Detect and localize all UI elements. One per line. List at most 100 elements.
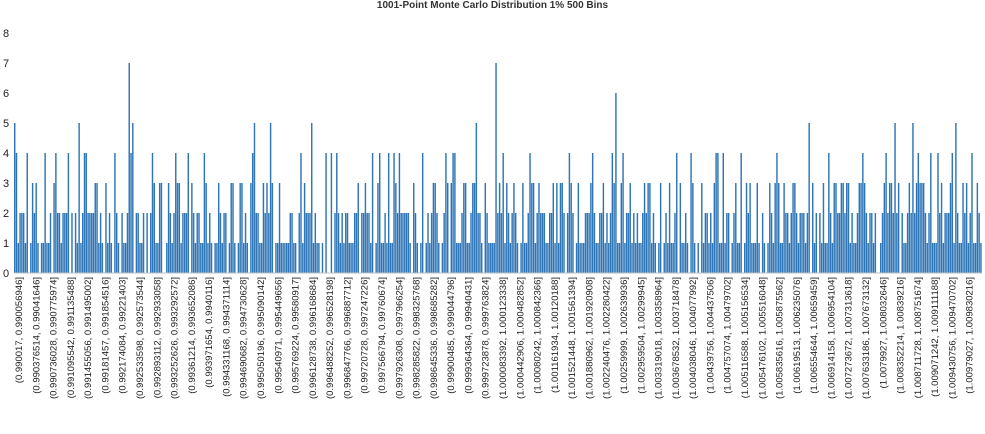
bar xyxy=(447,183,449,273)
bar xyxy=(790,213,792,273)
bar xyxy=(507,213,510,273)
bar xyxy=(380,243,383,273)
x-tick-label: (1.007633186, 1.007673132] xyxy=(861,277,872,399)
bar xyxy=(608,243,610,273)
x-tick-label: (1.005835616, 1.005875562] xyxy=(775,277,786,399)
bar xyxy=(763,243,766,273)
bar xyxy=(711,243,714,273)
x-tick-label: (1.008711728, 1.008751674] xyxy=(913,277,924,398)
bar xyxy=(194,243,197,273)
bar xyxy=(541,213,544,273)
bar xyxy=(243,243,245,273)
bar xyxy=(196,213,198,273)
bar xyxy=(49,213,52,273)
x-tick-label: (0.991455056, 0.991495002] xyxy=(83,277,94,399)
bar xyxy=(937,153,939,273)
bar xyxy=(831,243,834,273)
x-tick-label: (0.99540971, 0.995449656] xyxy=(273,277,284,394)
x-tick-label: (0.995769224, 0.99580917] xyxy=(291,277,302,394)
bar xyxy=(228,243,231,273)
bar xyxy=(863,183,866,273)
x-tick-label: (0.995050196, 0.995090142] xyxy=(256,277,267,399)
bar xyxy=(291,213,293,273)
bar xyxy=(67,153,70,273)
bar xyxy=(205,183,207,273)
x-tick-label: (0.992174084, 0.99221403] xyxy=(118,277,129,394)
bar xyxy=(336,153,338,273)
chart-title: 1001-Point Monte Carlo Distribution 1% 5… xyxy=(376,0,609,11)
x-tick-label: (1.00259999, 1.002639936] xyxy=(619,277,630,394)
bar xyxy=(108,213,111,273)
bar xyxy=(309,213,311,273)
bar xyxy=(625,213,628,273)
bar xyxy=(425,243,427,273)
x-tick-label: (0.99900485, 0.999044796] xyxy=(446,277,457,394)
bar xyxy=(389,243,392,273)
bar xyxy=(128,63,130,273)
bar xyxy=(869,213,871,273)
bar xyxy=(255,213,257,273)
bar xyxy=(398,153,401,273)
bar xyxy=(829,213,832,273)
bar xyxy=(30,243,32,273)
bar xyxy=(804,243,807,273)
bar xyxy=(146,213,148,273)
bar xyxy=(584,213,587,273)
bar xyxy=(740,153,742,273)
bar xyxy=(515,213,517,273)
bar xyxy=(316,243,318,273)
bar xyxy=(339,243,342,273)
bar xyxy=(153,183,155,273)
bar xyxy=(441,243,444,273)
bar xyxy=(658,243,660,273)
bar xyxy=(375,243,377,273)
bar xyxy=(234,243,236,273)
bar xyxy=(511,213,513,273)
bar xyxy=(17,243,20,273)
bar xyxy=(60,243,62,273)
bar xyxy=(214,243,216,273)
y-tick-label: 1 xyxy=(3,238,9,250)
bar xyxy=(432,183,435,273)
bar xyxy=(284,243,286,273)
bar xyxy=(430,213,433,273)
bar xyxy=(141,243,143,273)
bar xyxy=(221,243,223,273)
bar xyxy=(599,213,601,273)
bar xyxy=(940,183,943,273)
bar xyxy=(198,213,200,273)
bar xyxy=(837,213,839,273)
bar xyxy=(593,213,596,273)
bar xyxy=(706,213,708,273)
bar xyxy=(597,243,599,273)
bar xyxy=(157,243,159,273)
bar xyxy=(849,243,852,273)
x-tick-label: (1.005116588, 1.005156534] xyxy=(740,277,751,398)
bar xyxy=(491,243,494,273)
bar xyxy=(368,213,370,273)
bar xyxy=(475,123,478,273)
bar xyxy=(620,183,623,273)
y-tick-label: 2 xyxy=(3,208,9,220)
bar xyxy=(922,183,925,273)
x-tick-label: (1.001521448, 1.001561394] xyxy=(567,277,578,399)
bar xyxy=(883,183,886,273)
bar xyxy=(110,243,113,273)
bar xyxy=(525,243,528,273)
bar xyxy=(681,243,683,273)
bar xyxy=(978,213,980,273)
bar xyxy=(56,213,59,273)
x-tick-label: (0.993971654, 0.9940116] xyxy=(204,277,215,388)
bar xyxy=(581,243,583,273)
bar xyxy=(547,243,549,273)
bar xyxy=(717,153,719,273)
bar xyxy=(35,183,37,273)
bar xyxy=(87,213,89,273)
bar xyxy=(486,213,488,273)
bar xyxy=(860,183,862,273)
x-tick-label: (1.002240476, 1.002280422] xyxy=(602,277,613,399)
bar xyxy=(81,213,84,273)
bar xyxy=(361,213,363,273)
bar xyxy=(745,183,748,273)
bar xyxy=(429,243,431,273)
